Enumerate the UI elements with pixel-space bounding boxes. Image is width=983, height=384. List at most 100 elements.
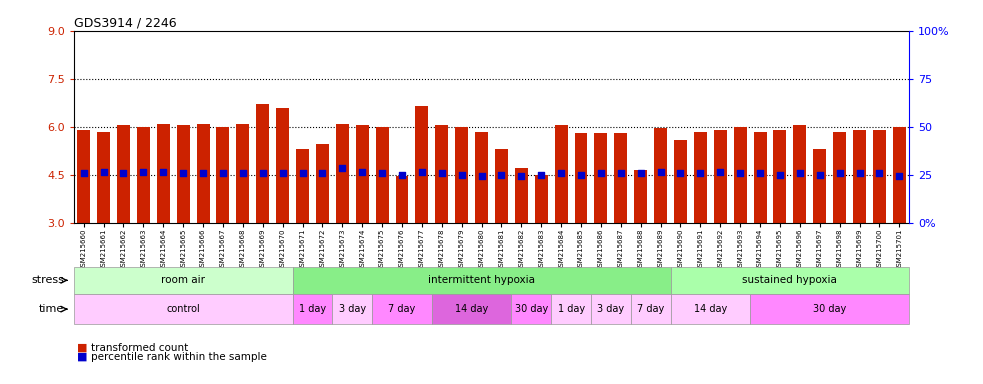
- Point: [76, 170, 91, 176]
- Text: ■: ■: [77, 343, 87, 353]
- Bar: [714, 130, 726, 223]
- Point: [295, 170, 311, 176]
- Point: [274, 170, 290, 176]
- Bar: [197, 124, 209, 223]
- Bar: [495, 149, 508, 223]
- Point: [672, 170, 688, 176]
- Point: [136, 169, 151, 175]
- Bar: [356, 125, 369, 223]
- Point: [772, 172, 787, 178]
- Point: [155, 169, 171, 175]
- Text: 7 day: 7 day: [388, 304, 416, 314]
- Text: 1 day: 1 day: [299, 304, 326, 314]
- Point: [832, 170, 847, 176]
- Point: [553, 170, 569, 176]
- Text: 7 day: 7 day: [637, 304, 665, 314]
- Bar: [276, 108, 289, 223]
- Bar: [336, 124, 349, 223]
- Point: [692, 170, 708, 176]
- Point: [255, 170, 270, 176]
- Point: [235, 170, 251, 176]
- Bar: [873, 130, 886, 223]
- Bar: [694, 132, 707, 223]
- Bar: [156, 124, 170, 223]
- Bar: [674, 139, 687, 223]
- Text: 3 day: 3 day: [598, 304, 624, 314]
- Point: [752, 170, 768, 176]
- Bar: [455, 127, 468, 223]
- Bar: [634, 170, 647, 223]
- Point: [493, 172, 509, 178]
- Bar: [614, 133, 627, 223]
- Point: [732, 170, 748, 176]
- Point: [95, 169, 111, 175]
- Text: 30 day: 30 day: [813, 304, 846, 314]
- Text: room air: room air: [161, 275, 205, 285]
- Point: [315, 170, 330, 176]
- Bar: [574, 133, 588, 223]
- Bar: [515, 168, 528, 223]
- Text: 30 day: 30 day: [515, 304, 548, 314]
- Text: 1 day: 1 day: [557, 304, 585, 314]
- Text: control: control: [166, 304, 200, 314]
- Point: [851, 170, 867, 176]
- Bar: [78, 130, 90, 223]
- Bar: [137, 127, 149, 223]
- Point: [513, 173, 529, 179]
- Point: [812, 172, 828, 178]
- Point: [354, 169, 370, 175]
- Bar: [435, 125, 448, 223]
- Point: [713, 169, 728, 175]
- Bar: [853, 130, 866, 223]
- Point: [534, 172, 549, 178]
- Point: [175, 170, 191, 176]
- Bar: [177, 125, 190, 223]
- Point: [573, 172, 589, 178]
- Point: [334, 165, 350, 171]
- Text: 14 day: 14 day: [455, 304, 489, 314]
- Bar: [236, 124, 250, 223]
- Text: percentile rank within the sample: percentile rank within the sample: [91, 352, 267, 362]
- Text: sustained hypoxia: sustained hypoxia: [742, 275, 838, 285]
- Text: transformed count: transformed count: [91, 343, 189, 353]
- Bar: [595, 133, 607, 223]
- Point: [215, 170, 231, 176]
- Bar: [216, 127, 229, 223]
- Point: [593, 170, 608, 176]
- Bar: [376, 127, 388, 223]
- Bar: [535, 175, 548, 223]
- Point: [434, 170, 449, 176]
- Text: GDS3914 / 2246: GDS3914 / 2246: [74, 17, 176, 30]
- Text: intermittent hypoxia: intermittent hypoxia: [428, 275, 535, 285]
- Point: [613, 170, 629, 176]
- Text: stress: stress: [31, 275, 64, 285]
- Bar: [813, 149, 827, 223]
- Bar: [893, 127, 905, 223]
- Bar: [316, 144, 329, 223]
- Point: [633, 170, 649, 176]
- Point: [454, 172, 470, 178]
- Point: [474, 173, 490, 179]
- Point: [872, 170, 888, 176]
- Bar: [754, 132, 767, 223]
- Text: ■: ■: [77, 352, 87, 362]
- Bar: [654, 128, 667, 223]
- Point: [892, 173, 907, 179]
- Bar: [117, 125, 130, 223]
- Bar: [733, 127, 747, 223]
- Bar: [774, 130, 786, 223]
- Point: [394, 172, 410, 178]
- Bar: [793, 125, 806, 223]
- Bar: [416, 106, 429, 223]
- Bar: [395, 176, 409, 223]
- Text: 14 day: 14 day: [694, 304, 727, 314]
- Bar: [834, 132, 846, 223]
- Point: [196, 170, 211, 176]
- Point: [375, 170, 390, 176]
- Point: [653, 169, 668, 175]
- Bar: [475, 132, 488, 223]
- Text: 3 day: 3 day: [339, 304, 366, 314]
- Bar: [554, 125, 567, 223]
- Bar: [97, 132, 110, 223]
- Point: [116, 170, 132, 176]
